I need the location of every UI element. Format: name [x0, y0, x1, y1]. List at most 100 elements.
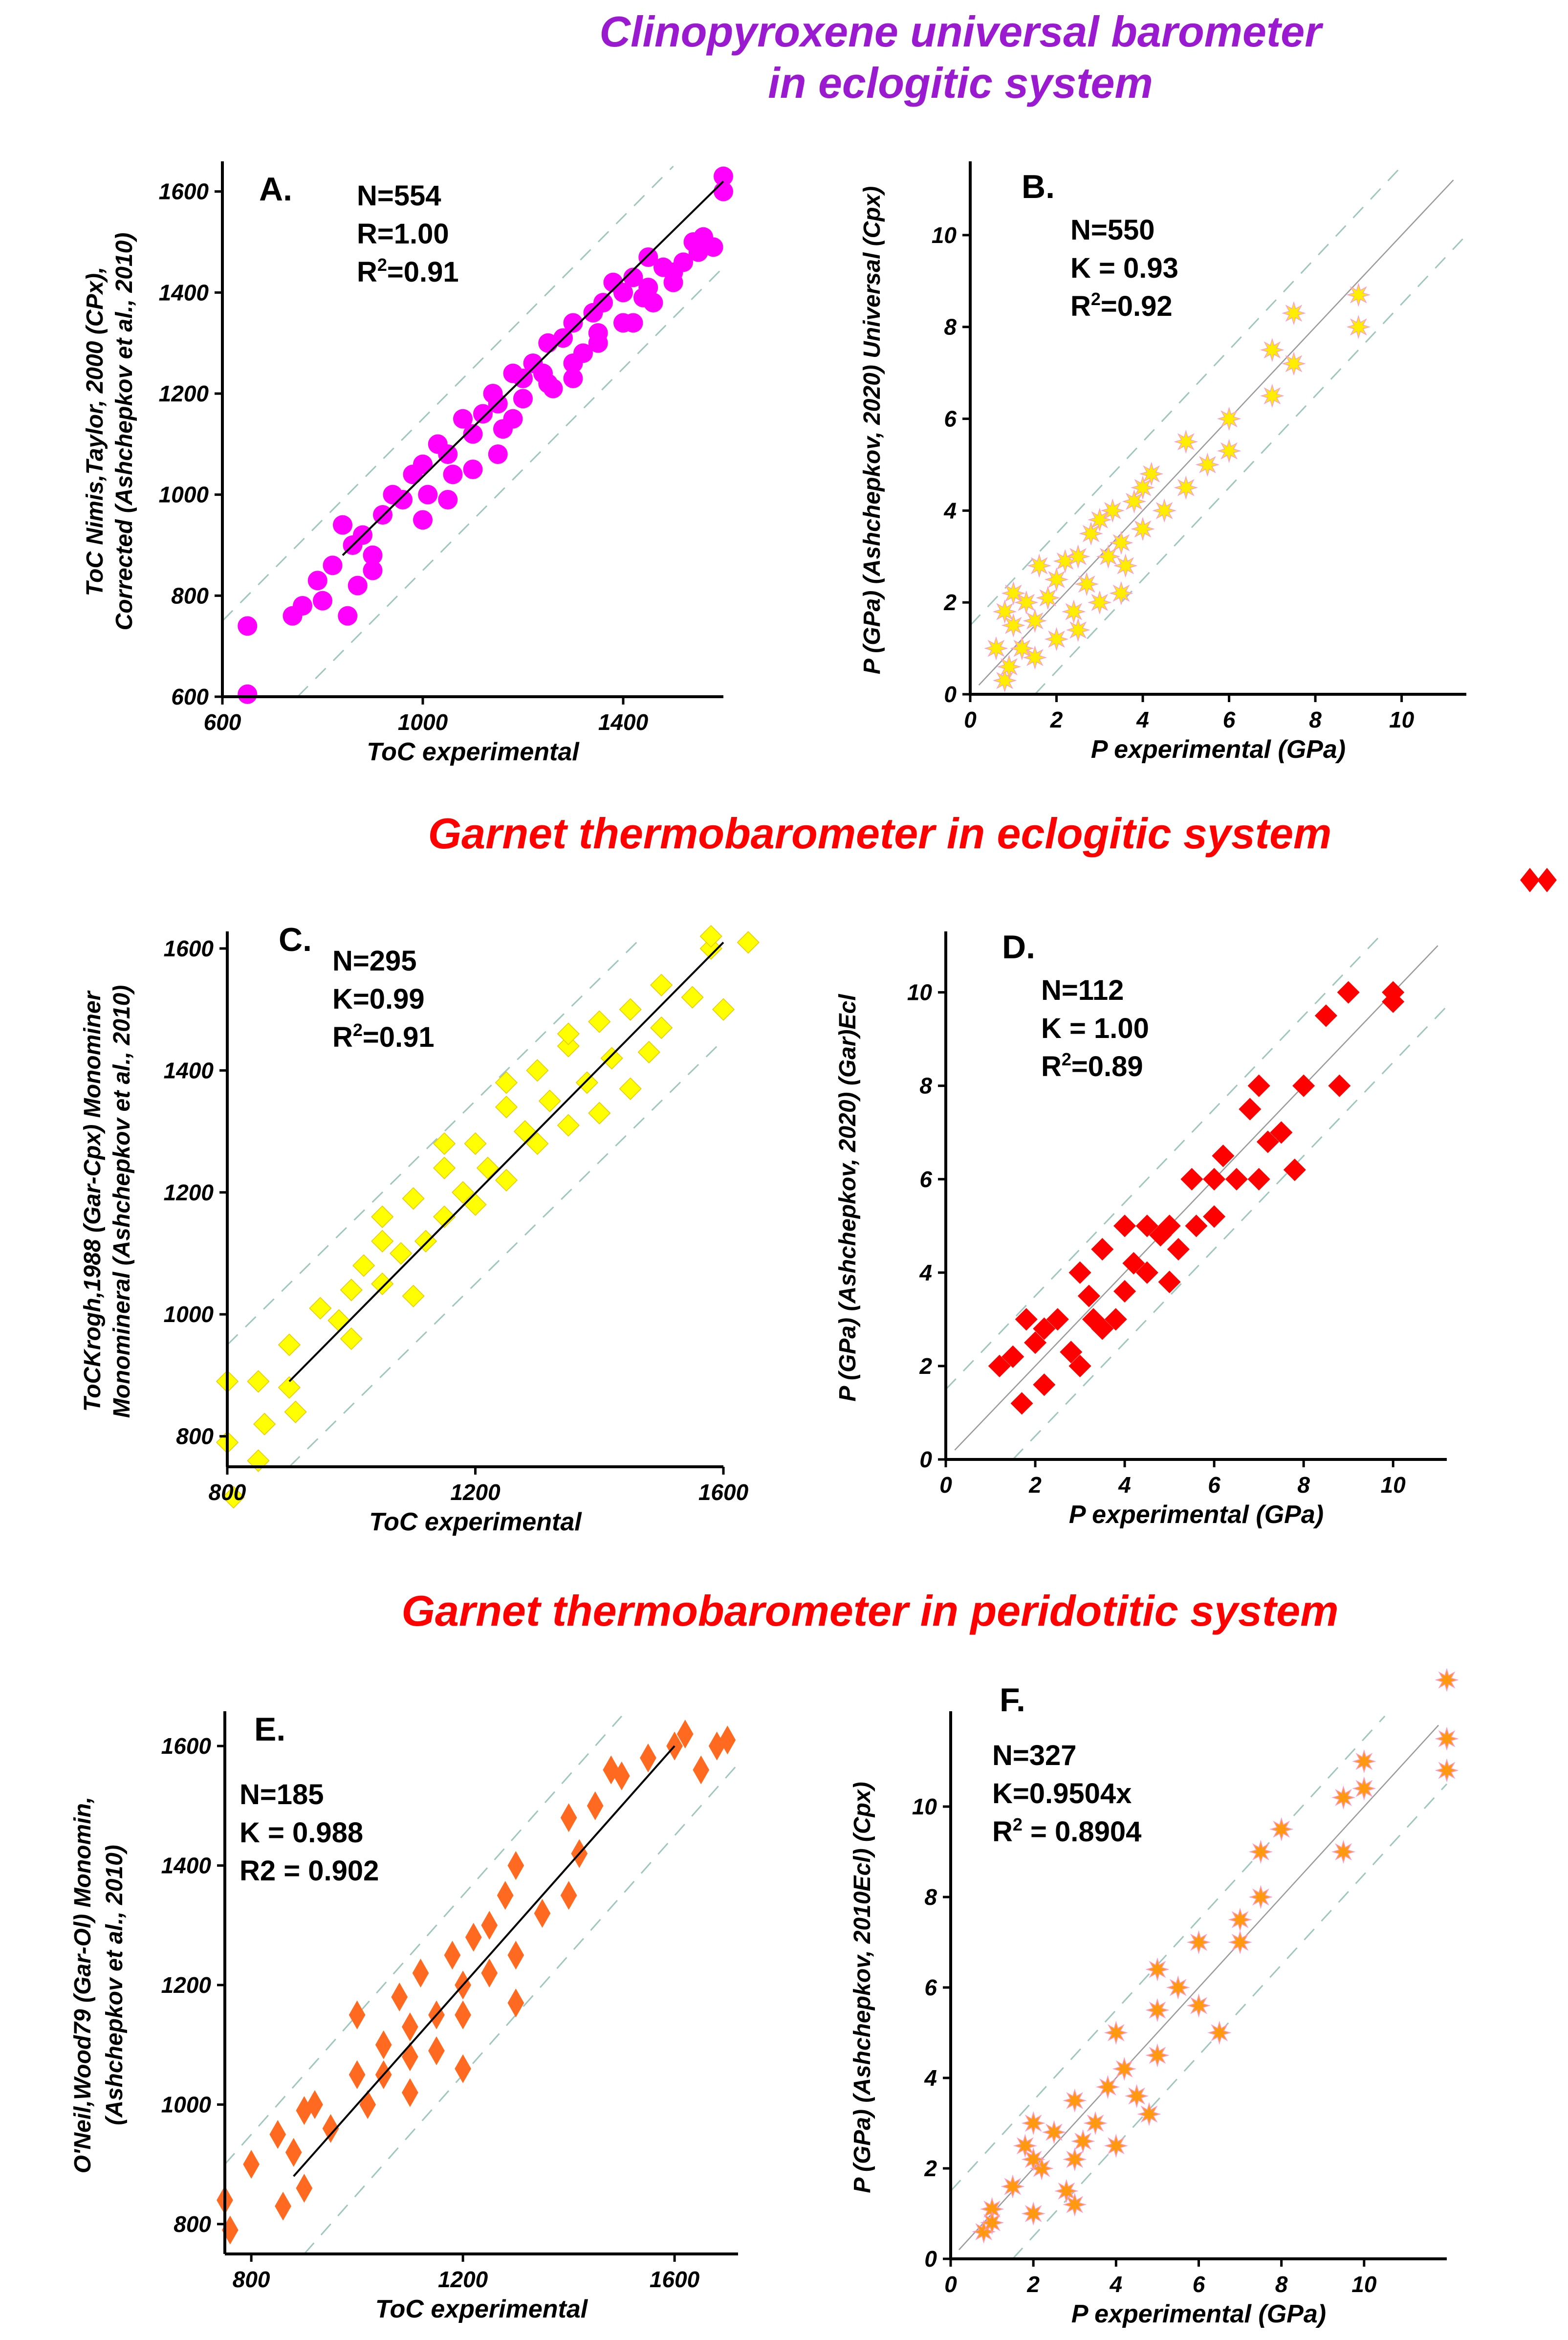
data-point	[333, 515, 352, 535]
data-point	[1167, 1238, 1190, 1261]
data-point	[1122, 1252, 1145, 1275]
data-point	[438, 490, 458, 509]
data-point	[1113, 1280, 1136, 1303]
data-point	[352, 1254, 375, 1277]
data-point	[560, 1803, 577, 1832]
data-point	[1186, 1930, 1211, 1955]
data-point	[1225, 1168, 1248, 1191]
data-point	[1435, 1668, 1459, 1692]
data-point	[1021, 2111, 1045, 2136]
data-point	[414, 1230, 437, 1253]
data-point	[613, 283, 633, 303]
stray-diamond-1	[1520, 868, 1540, 892]
panel-label: D.	[1002, 928, 1035, 966]
panel-label: F.	[1000, 1681, 1025, 1719]
data-point	[455, 2000, 471, 2030]
data-point	[638, 278, 658, 297]
data-point	[433, 1156, 456, 1179]
envelope-lower	[1012, 1006, 1448, 1460]
data-point	[238, 616, 258, 636]
data-point	[699, 925, 722, 948]
data-point	[296, 2174, 313, 2203]
data-point	[1135, 1214, 1158, 1237]
stat-line: R2=0.91	[357, 255, 459, 288]
data-point	[309, 1297, 332, 1320]
data-point	[452, 1181, 475, 1204]
data-point	[1060, 1341, 1083, 1364]
data-point	[455, 2054, 471, 2083]
data-point	[253, 1413, 276, 1435]
data-point	[269, 2120, 286, 2149]
data-point	[1001, 613, 1025, 638]
y-tick-label: 2	[919, 1353, 932, 1379]
data-point	[1063, 2147, 1087, 2172]
y-tick-label: 1400	[161, 1853, 212, 1878]
data-point	[1228, 1907, 1252, 1932]
x-tick-label: 1000	[398, 709, 448, 735]
data-point	[1248, 1839, 1273, 1864]
data-point	[497, 1881, 514, 1910]
x-axis-label: P experimental (GPa)	[1091, 735, 1346, 764]
x-tick-label: 6	[1208, 1472, 1220, 1498]
section-title-cpx-line2: in eclogitic system	[768, 59, 1153, 107]
data-point	[1131, 475, 1155, 500]
regression-line	[958, 1724, 1439, 2251]
y-tick-label: 1400	[159, 280, 209, 305]
data-point	[1435, 1758, 1459, 1783]
data-point	[737, 931, 760, 954]
stat-line: K = 0.988	[240, 1817, 363, 1849]
y-tick-label: 600	[171, 684, 209, 709]
y-tick-label: 0	[924, 2246, 937, 2272]
data-point	[307, 571, 327, 591]
x-tick-label: 4	[1110, 2272, 1123, 2297]
data-point	[465, 1922, 482, 1952]
data-point	[1068, 1354, 1091, 1377]
y-axis-label-line1: O'Neil,Wood79 (Gar-Ol) Monomin,	[70, 1797, 96, 2174]
y-axis-label-line2: Corrected (Ashchepkov et al., 2010)	[111, 233, 137, 631]
data-point	[714, 166, 733, 186]
data-point	[1212, 1144, 1235, 1168]
y-tick-label: 1600	[164, 936, 214, 961]
data-point	[495, 1169, 518, 1192]
data-point	[1270, 1121, 1293, 1144]
data-point	[243, 2150, 260, 2179]
data-point	[1283, 1158, 1306, 1181]
data-point	[1033, 1317, 1056, 1340]
data-point	[371, 1272, 394, 1295]
data-point	[1331, 1785, 1356, 1810]
x-tick-label: 10	[1351, 2272, 1377, 2297]
data-point	[1256, 1130, 1279, 1153]
y-tick-label: 8	[919, 1073, 932, 1099]
data-point	[563, 369, 583, 388]
data-point	[1382, 990, 1405, 1013]
data-point	[638, 247, 658, 267]
data-point	[393, 490, 413, 509]
envelope-lower	[1034, 234, 1467, 695]
y-axis-label-line1: P (GPa) (Ashchepkov, 2010Ecl) (Cpx)	[849, 1782, 875, 2193]
data-point	[1062, 599, 1086, 624]
x-tick-label: 10	[1389, 707, 1415, 732]
data-point	[1174, 429, 1198, 454]
data-point	[600, 1047, 623, 1070]
data-point	[428, 2036, 445, 2065]
chart-panel-a: 600 1000 1400 600 800 1000 1200 1400 1600 ToC exp…	[82, 161, 733, 766]
envelope-lower	[297, 266, 724, 698]
data-point	[563, 353, 583, 373]
data-point	[306, 2090, 323, 2119]
data-point	[1145, 1998, 1170, 2022]
data-point	[637, 1040, 660, 1064]
y-tick-label: 2	[924, 2156, 937, 2181]
data-point	[992, 668, 1017, 693]
y-tick-label: 8	[924, 1884, 937, 1910]
data-point	[1260, 338, 1285, 362]
data-point	[323, 555, 343, 575]
data-point	[1104, 2134, 1128, 2158]
y-tick-label: 0	[944, 682, 957, 707]
y-tick-label: 1000	[164, 1302, 214, 1327]
data-point	[1071, 2129, 1095, 2154]
data-point	[526, 1059, 549, 1082]
data-point	[1001, 2174, 1025, 2199]
y-tick-label: 6	[944, 406, 957, 432]
data-point	[593, 293, 613, 312]
data-point	[1113, 1214, 1136, 1237]
